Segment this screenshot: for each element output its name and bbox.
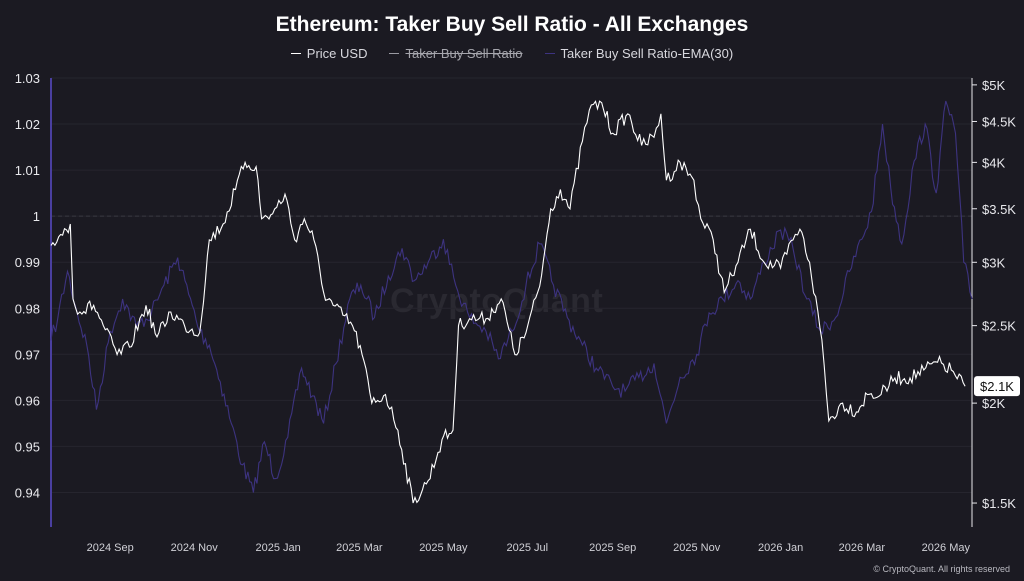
- right-tick-label: $4.5K: [982, 114, 1016, 129]
- x-tick-label: 2025 May: [419, 542, 468, 554]
- right-tick-label: $4K: [982, 155, 1005, 170]
- legend-item-taker-ratio[interactable]: Taker Buy Sell Ratio: [389, 46, 523, 61]
- copyright-text: © CryptoQuant. All rights reserved: [873, 564, 1010, 574]
- left-tick-label: 1.01: [15, 163, 40, 178]
- watermark: CryptoQuant: [390, 282, 604, 320]
- ema-line: [50, 100, 973, 493]
- left-tick-label: 0.95: [15, 439, 40, 454]
- right-tick-label: $3.5K: [982, 202, 1016, 217]
- right-axis-ticks: $5K $4.5K $4K $3.5K $3K $2.5K $2K $1.5K: [972, 78, 1016, 511]
- legend: Price USD Taker Buy Sell Ratio Taker Buy…: [0, 46, 1024, 61]
- left-tick-label: 1.02: [15, 117, 40, 132]
- left-axis-ticks: 1.03 1.02 1.01 1 0.99 0.98 0.97 0.96 0.95 0.94: [15, 71, 40, 500]
- x-tick-label: 2025 Jul: [507, 542, 549, 554]
- x-tick-label: 2024 Sep: [87, 542, 134, 554]
- x-tick-label: 2026 May: [922, 542, 971, 554]
- left-tick-label: 1.03: [15, 71, 40, 86]
- gridlines: [51, 77, 972, 493]
- legend-label-ema: Taker Buy Sell Ratio-EMA(30): [560, 46, 734, 61]
- right-tick-label: $2K: [982, 396, 1005, 411]
- left-tick-label: 1: [33, 209, 40, 224]
- right-tick-label: $2.5K: [982, 319, 1016, 334]
- right-tick-label: $5K: [982, 78, 1005, 93]
- x-tick-label: 2025 Sep: [589, 542, 636, 554]
- x-tick-label: 2026 Mar: [839, 542, 886, 554]
- price-line: [50, 100, 966, 504]
- left-tick-label: 0.96: [15, 393, 40, 408]
- left-tick-label: 0.99: [15, 255, 40, 270]
- x-tick-label: 2024 Nov: [171, 542, 219, 554]
- legend-item-price-usd[interactable]: Price USD: [290, 46, 368, 61]
- current-price-marker: $2.1K: [974, 376, 1020, 397]
- legend-swatch-price: [290, 53, 301, 54]
- left-tick-label: 0.98: [15, 301, 40, 316]
- right-tick-label: $3K: [982, 255, 1005, 270]
- x-tick-label: 2025 Nov: [673, 542, 721, 554]
- x-tick-label: 2025 Mar: [336, 542, 383, 554]
- legend-item-taker-ratio-ema[interactable]: Taker Buy Sell Ratio-EMA(30): [544, 46, 734, 61]
- chart-title: Ethereum: Taker Buy Sell Ratio - All Exc…: [275, 13, 749, 36]
- x-tick-label: 2025 Jan: [256, 542, 301, 554]
- current-price-badge: [974, 376, 1020, 397]
- series-price: [50, 100, 966, 504]
- left-tick-label: 0.97: [15, 347, 40, 362]
- current-price-label: $2.1K: [980, 379, 1014, 394]
- x-tick-label: 2026 Jan: [758, 542, 803, 554]
- left-tick-label: 0.94: [15, 485, 40, 500]
- x-axis-ticks: 2024 Sep 2024 Nov 2025 Jan 2025 Mar 2025 May…: [87, 542, 971, 554]
- legend-swatch-ema: [544, 53, 555, 54]
- legend-label-price: Price USD: [306, 46, 368, 61]
- legend-label-ratio: Taker Buy Sell Ratio: [405, 46, 523, 61]
- right-tick-label: $1.5K: [982, 496, 1016, 511]
- legend-swatch-ratio: [389, 53, 400, 54]
- series-ema: [50, 100, 973, 493]
